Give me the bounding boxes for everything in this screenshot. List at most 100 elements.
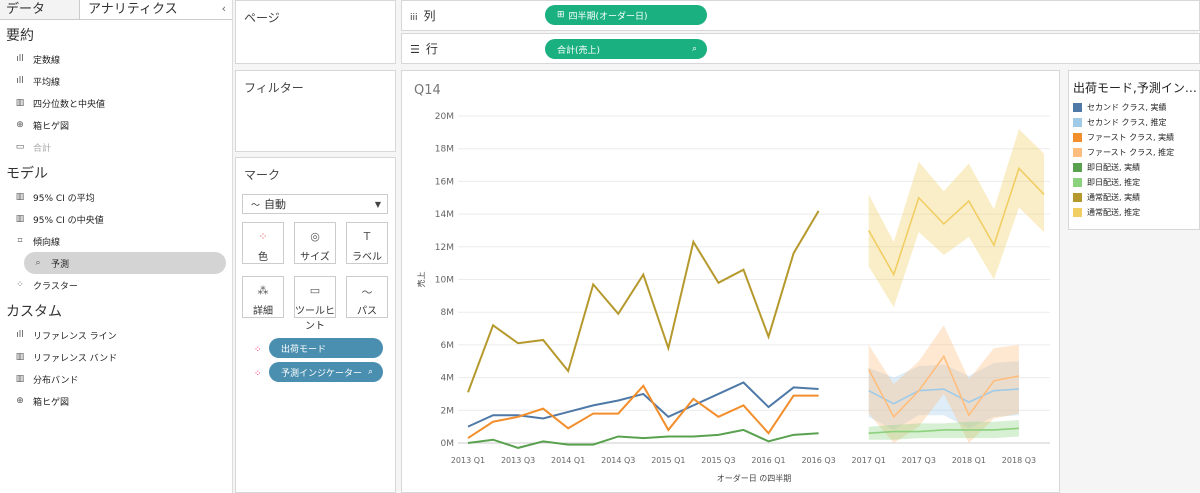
y-tick-label: 0M	[441, 439, 455, 449]
mark-type-dropdown[interactable]: 〜 自動 ▼	[242, 194, 388, 214]
forecast-line	[867, 166, 1045, 277]
forecast-line	[868, 388, 1020, 405]
path-icon: 〜	[361, 286, 373, 299]
analytics-item-reference-line[interactable]: ıll リファレンス ライン	[0, 324, 232, 346]
forecast-line-chart[interactable]: 0M 2M 4M 6M 8M 10M 12M 14M 16M 18M 20M 2013 Q1 2013 …	[402, 71, 1059, 492]
forecast-line	[867, 354, 1020, 419]
pane-tabs: データ アナリティクス ‹	[0, 0, 232, 20]
forecast-indicator-icon: ⌕	[691, 44, 697, 54]
columns-icon: iii	[410, 13, 418, 23]
mark-tooltip-button[interactable]: ▭ ツールヒント	[294, 276, 336, 332]
box-plot-icon: ⊕	[16, 396, 24, 406]
mark-detail-button[interactable]: ⁂ 詳細	[242, 276, 284, 318]
totals-icon: ▭	[15, 142, 25, 152]
mark-button-label: サイズ	[300, 252, 330, 263]
analytics-item-reference-band[interactable]: ▥ リファレンス バンド	[0, 346, 232, 368]
constant-line-icon: ıll	[16, 54, 24, 64]
y-tick-label: 8M	[441, 308, 455, 318]
mark-button-label: 詳細	[253, 306, 273, 317]
marks-pill-forecast-indicator[interactable]: 予測インジケーター ⌕	[269, 362, 383, 382]
analytics-item-cluster[interactable]: ⁘ クラスター	[0, 274, 232, 296]
y-tick-label: 14M	[435, 210, 454, 220]
analytics-item-totals: ▭ 合計	[0, 136, 232, 158]
analytics-item-distribution-band[interactable]: ▥ 分布バンド	[0, 368, 232, 390]
analytics-pane: データ アナリティクス ‹ 要約 ıll 定数線 ıll 平均線 ▥ 四分位数と中央値…	[0, 0, 233, 493]
label-icon: T	[363, 230, 371, 243]
view-panel: Q14 0M 2M 4M 6M 8M 10M 12M 14M 16M 18M 20M 2013 Q1 2…	[401, 70, 1060, 493]
legend-item[interactable]: 即日配送, 推定	[1069, 175, 1199, 190]
columns-shelf[interactable]: iii 列 ⊞ 四半期(オーダー日)	[401, 0, 1200, 31]
mark-button-label: ラベル	[352, 252, 382, 263]
marks-pill-ship-mode[interactable]: 出荷モード	[269, 338, 383, 358]
x-tick-label: 2013 Q1	[451, 456, 485, 465]
analytics-item-average-line[interactable]: ıll 平均線	[0, 70, 232, 92]
legend-item[interactable]: ファースト クラス, 推定	[1069, 145, 1199, 160]
section-custom: カスタム ıll リファレンス ライン ▥ リファレンス バンド ▥ 分布バンド ⊕ 箱…	[0, 296, 232, 412]
ci-median-icon: ▥	[15, 214, 25, 224]
box-plot-icon: ⊕	[16, 120, 24, 130]
pill-label: 出荷モード	[281, 344, 327, 355]
legend-item[interactable]: 通常配送, 推定	[1069, 205, 1199, 220]
columns-pill-quarter-order-date[interactable]: ⊞ 四半期(オーダー日)	[545, 5, 707, 25]
analytics-item-trend-line[interactable]: ⌗ 傾向線	[0, 230, 232, 252]
y-tick-label: 18M	[435, 145, 454, 155]
analytics-item-ci-mean[interactable]: ▥ 95% CI の平均	[0, 186, 232, 208]
legend-label: セカンド クラス, 実績	[1087, 103, 1167, 112]
legend-label: セカンド クラス, 推定	[1087, 118, 1167, 127]
marks-title: マーク	[244, 168, 281, 182]
pill-label: 予測インジケーター	[281, 368, 363, 379]
mark-path-button[interactable]: 〜パス	[346, 276, 388, 318]
analytics-item-label: リファレンス ライン	[33, 331, 117, 342]
analytics-item-median-quartiles[interactable]: ▥ 四分位数と中央値	[0, 92, 232, 114]
legend-label: 即日配送, 実績	[1087, 163, 1141, 172]
legend-item[interactable]: セカンド クラス, 実績	[1069, 100, 1199, 115]
analytics-item-label: 合計	[33, 143, 52, 154]
analytics-item-constant-line[interactable]: ıll 定数線	[0, 48, 232, 70]
filters-shelf[interactable]: フィルター	[235, 70, 396, 152]
legend-item[interactable]: ファースト クラス, 実績	[1069, 130, 1199, 145]
rows-shelf[interactable]: ☰ 行 合計(売上) ⌕	[401, 33, 1200, 64]
y-tick-label: 10M	[435, 276, 454, 286]
x-tick-label: 2017 Q3	[902, 456, 936, 465]
analytics-item-box-plot-custom[interactable]: ⊕ 箱ヒゲ図	[0, 390, 232, 412]
analytics-item-forecast[interactable]: ⌕ 予測	[24, 252, 226, 274]
legend-swatch	[1073, 208, 1082, 217]
actual-line	[467, 384, 819, 439]
analytics-item-box-plot[interactable]: ⊕ 箱ヒゲ図	[0, 114, 232, 136]
legend-label: ファースト クラス, 推定	[1087, 148, 1175, 157]
tab-data[interactable]: データ	[0, 0, 80, 19]
y-axis-title: 売上	[416, 272, 426, 288]
legend-item[interactable]: 通常配送, 実績	[1069, 190, 1199, 205]
pages-shelf[interactable]: ページ	[235, 0, 396, 64]
reference-line-icon: ıll	[16, 330, 24, 340]
filters-title: フィルター	[244, 81, 304, 95]
cluster-icon: ⁘	[16, 280, 24, 290]
analytics-item-label: 箱ヒゲ図	[33, 121, 70, 132]
actual-line	[467, 210, 820, 393]
legend-item[interactable]: 即日配送, 実績	[1069, 160, 1199, 175]
tab-analytics[interactable]: アナリティクス	[88, 2, 178, 17]
analytics-item-label: 予測	[51, 259, 70, 270]
pill-label: 四半期(オーダー日)	[568, 11, 648, 22]
analytics-item-label: 定数線	[33, 55, 61, 66]
legend-swatch	[1073, 178, 1082, 187]
rows-label: 行	[425, 42, 438, 56]
forecast-indicator-icon: ⌕	[367, 367, 373, 377]
x-tick-label: 2017 Q1	[852, 456, 886, 465]
mark-size-button[interactable]: ◎ サイズ	[294, 222, 336, 264]
legend-label: ファースト クラス, 実績	[1087, 133, 1175, 142]
legend-item[interactable]: セカンド クラス, 推定	[1069, 115, 1199, 130]
section-title: 要約	[6, 28, 34, 44]
legend-label: 通常配送, 実績	[1087, 193, 1141, 202]
rows-pill-sum-sales[interactable]: 合計(売上) ⌕	[545, 39, 707, 59]
chart-title: Q14	[414, 83, 441, 98]
mark-type-value: 自動	[264, 198, 287, 211]
average-line-icon: ıll	[16, 76, 24, 86]
forecast-band	[868, 129, 1044, 308]
analytics-item-ci-median[interactable]: ▥ 95% CI の中央値	[0, 208, 232, 230]
mark-color-button[interactable]: ⁘ 色	[242, 222, 284, 264]
collapse-pane-icon[interactable]: ‹	[221, 2, 226, 15]
section-summary: 要約 ıll 定数線 ıll 平均線 ▥ 四分位数と中央値 ⊕ 箱ヒゲ図 ▭ 合計	[0, 20, 232, 158]
mark-label-button[interactable]: T ラベル	[346, 222, 388, 264]
distribution-band-icon: ▥	[15, 374, 25, 384]
